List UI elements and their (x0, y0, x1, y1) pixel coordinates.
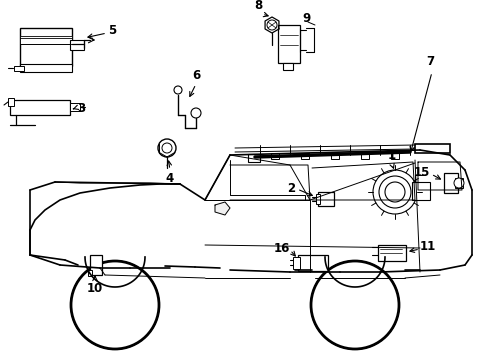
Circle shape (325, 275, 384, 335)
Bar (297, 255, 327, 271)
Bar (377, 245, 405, 261)
Circle shape (191, 108, 201, 118)
Polygon shape (215, 202, 229, 215)
Text: 15: 15 (413, 166, 429, 179)
Circle shape (174, 86, 182, 94)
Text: 8: 8 (253, 0, 262, 12)
Bar (247, 154, 260, 162)
Bar (88, 270, 92, 276)
Text: 6: 6 (191, 69, 200, 82)
Text: 1: 1 (387, 149, 395, 162)
Bar (10, 100, 70, 115)
Circle shape (162, 143, 172, 153)
Bar (20, 64, 72, 72)
Circle shape (384, 182, 404, 202)
Text: 4: 4 (165, 172, 174, 185)
Text: 3: 3 (77, 102, 85, 114)
Circle shape (310, 261, 398, 349)
Text: 16: 16 (273, 242, 289, 255)
Bar (315, 194, 319, 204)
Bar (20, 36, 72, 44)
Circle shape (378, 176, 410, 208)
Bar (70, 40, 84, 50)
Bar (90, 255, 102, 275)
Text: 7: 7 (425, 55, 433, 68)
Bar (301, 153, 308, 159)
Text: 5: 5 (108, 23, 116, 36)
Bar (317, 192, 333, 206)
Bar (70, 103, 80, 111)
Text: 10: 10 (87, 282, 103, 295)
Circle shape (158, 139, 176, 157)
Bar (360, 153, 368, 159)
Bar (330, 153, 338, 159)
Text: 9: 9 (302, 12, 309, 24)
Circle shape (372, 170, 416, 214)
Circle shape (71, 261, 159, 349)
Bar (411, 182, 429, 200)
Bar (278, 25, 299, 63)
Bar (443, 173, 457, 193)
Text: 2: 2 (286, 181, 294, 194)
Bar (270, 153, 279, 159)
Bar (414, 144, 449, 153)
Circle shape (310, 261, 398, 349)
Bar (390, 153, 398, 159)
Circle shape (266, 20, 276, 30)
Circle shape (453, 178, 463, 188)
Bar (292, 257, 299, 269)
Text: 11: 11 (419, 240, 435, 253)
Bar (20, 28, 72, 66)
Bar (454, 178, 462, 188)
Circle shape (71, 261, 159, 349)
Bar (283, 63, 292, 70)
Bar (8, 98, 14, 106)
Circle shape (85, 275, 145, 335)
Bar (14, 66, 24, 71)
